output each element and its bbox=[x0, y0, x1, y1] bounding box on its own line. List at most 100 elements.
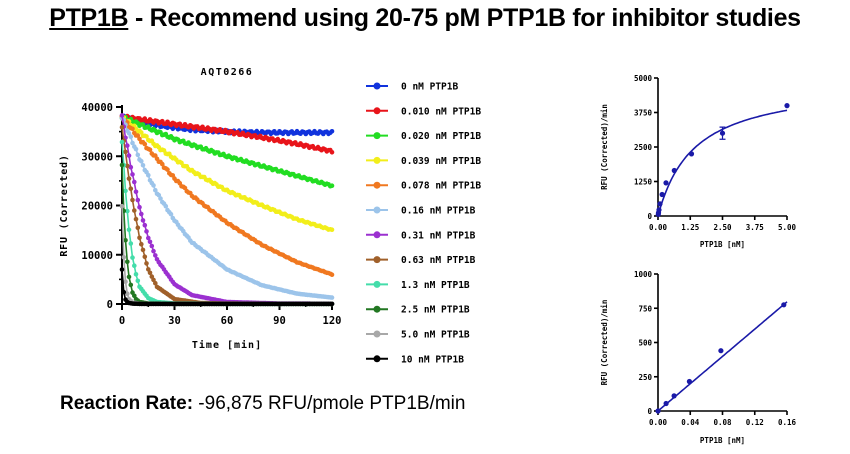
data-point bbox=[132, 179, 137, 185]
data-point bbox=[119, 203, 125, 209]
linear-chart-data-point bbox=[655, 408, 661, 414]
data-point bbox=[130, 126, 135, 132]
legend-label: 0.010 nM PTP1B bbox=[401, 106, 481, 117]
data-point bbox=[132, 208, 137, 213]
linear-chart-y-tick-label: 250 bbox=[638, 373, 652, 382]
data-point bbox=[163, 203, 169, 209]
legend-label: 2.5 nM PTP1B bbox=[401, 305, 470, 316]
legend-marker bbox=[373, 305, 381, 313]
legend-label: 0.63 nM PTP1B bbox=[401, 255, 476, 266]
data-point bbox=[125, 291, 130, 297]
data-point bbox=[151, 183, 156, 188]
data-point bbox=[119, 162, 125, 168]
saturation-chart-data-point bbox=[688, 151, 695, 157]
data-point bbox=[158, 196, 163, 201]
saturation-chart-x-tick-label: 0.00 bbox=[649, 223, 668, 232]
data-point bbox=[123, 149, 128, 155]
data-point bbox=[132, 263, 137, 269]
data-point bbox=[146, 267, 151, 272]
y-tick-label: 20000 bbox=[81, 201, 113, 213]
legend-marker bbox=[373, 355, 381, 363]
headline-text: - Recommend using 20-75 pM PTP1B for inh… bbox=[128, 4, 801, 32]
linear-chart-x-tick-label: 0.16 bbox=[778, 418, 797, 427]
saturation-chart-y-tick-label: 5000 bbox=[634, 74, 653, 83]
linear-chart-data-point bbox=[671, 393, 677, 399]
reaction-rate: Reaction Rate: -96,875 RFU/pmole PTP1B/m… bbox=[60, 393, 465, 415]
data-point bbox=[147, 147, 153, 152]
data-point bbox=[147, 270, 153, 276]
y-tick-label: 0 bbox=[107, 299, 113, 311]
data-point bbox=[139, 241, 144, 247]
data-point bbox=[135, 225, 141, 230]
saturation-chart-fit-line bbox=[657, 109, 788, 217]
data-point bbox=[153, 280, 158, 286]
linear-chart-x-tick-label: 0.08 bbox=[713, 418, 732, 427]
data-point bbox=[126, 176, 132, 181]
data-point bbox=[147, 239, 153, 245]
legend-label: 0 nM PTP1B bbox=[401, 82, 458, 93]
data-point bbox=[130, 140, 135, 146]
data-point bbox=[329, 272, 335, 278]
data-point bbox=[142, 222, 148, 228]
data-point bbox=[126, 153, 132, 158]
legend-marker bbox=[373, 256, 381, 264]
x-tick-label: 0 bbox=[119, 315, 125, 327]
page-headline: PTP1B - Recommend using 20-75 pM PTP1B f… bbox=[0, 4, 850, 33]
data-point bbox=[123, 238, 128, 243]
saturation-chart-x-tick-label: 2.50 bbox=[713, 223, 732, 232]
data-point bbox=[125, 163, 130, 169]
legend-label: 0.020 nM PTP1B bbox=[401, 131, 481, 142]
data-point bbox=[144, 229, 149, 234]
saturation-chart-data-point bbox=[663, 180, 669, 186]
data-point bbox=[329, 129, 335, 134]
data-point bbox=[168, 211, 174, 217]
legend-label: 0.078 nM PTP1B bbox=[401, 181, 481, 192]
reaction-rate-value: -96,875 RFU/pmole PTP1B/min bbox=[193, 393, 466, 414]
data-point bbox=[139, 211, 144, 217]
data-point bbox=[137, 235, 142, 241]
data-point bbox=[329, 227, 335, 232]
linear-chart-x-tick-label: 0.04 bbox=[681, 418, 700, 427]
linear-chart-y-tick-label: 1000 bbox=[634, 270, 653, 279]
data-point bbox=[135, 152, 141, 158]
data-point bbox=[135, 197, 141, 203]
data-point bbox=[140, 163, 146, 168]
data-point bbox=[133, 146, 139, 152]
data-point bbox=[151, 248, 156, 254]
data-point bbox=[135, 278, 141, 284]
legend-label: 0.039 nM PTP1B bbox=[401, 156, 481, 167]
data-point bbox=[329, 295, 335, 300]
data-point bbox=[119, 113, 125, 118]
x-tick-label: 60 bbox=[221, 315, 234, 327]
legend-marker bbox=[373, 330, 381, 338]
data-point bbox=[126, 131, 132, 136]
y-tick-label: 10000 bbox=[81, 250, 113, 262]
x-tick-label: 120 bbox=[323, 315, 342, 327]
linear-chart-data-point bbox=[686, 378, 693, 385]
saturation-chart-data-point bbox=[659, 191, 665, 198]
data-point bbox=[125, 143, 130, 148]
linear-chart-axes bbox=[657, 274, 787, 412]
linear-chart-y-tick-label: 750 bbox=[638, 304, 652, 313]
data-point bbox=[142, 254, 148, 259]
reaction-rate-label: Reaction Rate: bbox=[60, 393, 194, 414]
saturation-chart-axes bbox=[657, 78, 787, 217]
legend-marker bbox=[373, 107, 381, 115]
saturation-chart-x-tick-label: 1.25 bbox=[681, 223, 699, 232]
linear-chart-fit-line bbox=[657, 301, 788, 412]
data-point bbox=[126, 274, 132, 280]
data-point bbox=[329, 150, 335, 155]
legend-marker bbox=[373, 181, 381, 189]
data-point bbox=[123, 188, 128, 194]
saturation-chart-x-tick-label: 3.75 bbox=[746, 223, 764, 232]
data-point bbox=[149, 243, 155, 249]
saturation-chart-data-point bbox=[671, 167, 677, 174]
linear-chart-data-point bbox=[718, 348, 724, 354]
chart-title: AQT0266 bbox=[201, 67, 254, 78]
data-point bbox=[130, 172, 135, 177]
saturation-chart-x-axis-label: PTP1B [nM] bbox=[700, 240, 745, 249]
data-point bbox=[153, 253, 158, 258]
data-point bbox=[153, 187, 158, 193]
saturation-chart-y-axis-label: RFU (Corrected)/min bbox=[600, 104, 609, 190]
data-point bbox=[160, 161, 165, 167]
